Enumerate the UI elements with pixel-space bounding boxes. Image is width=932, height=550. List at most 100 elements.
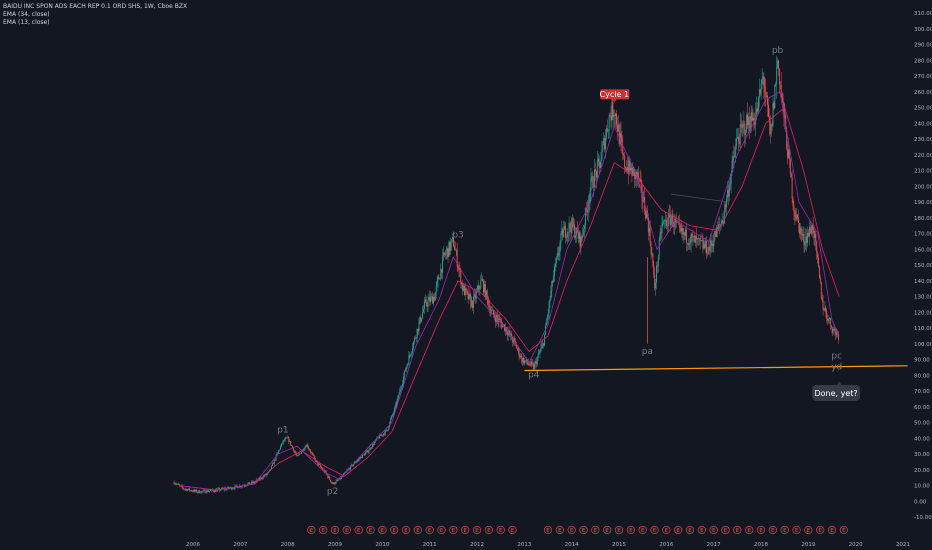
candle-body [250, 483, 251, 485]
candle-body [294, 451, 296, 454]
earnings-event-marker [780, 525, 789, 535]
candle-body [214, 489, 216, 492]
earnings-event-label: E [700, 528, 703, 534]
candle-body [739, 124, 741, 145]
candle-body [433, 297, 435, 301]
candle-body [213, 491, 215, 492]
candle-body [762, 76, 764, 81]
candle-body [645, 211, 647, 219]
candle-body [382, 434, 383, 436]
candle-body [336, 479, 338, 481]
candle-body [237, 486, 239, 488]
candle-body [463, 285, 465, 296]
candle-body [245, 485, 247, 487]
candle-body [666, 225, 668, 227]
cycle-tag-pointer [611, 99, 617, 103]
candle-body [240, 486, 242, 487]
candle-body [217, 488, 219, 490]
time-tick-label: 2021 [896, 542, 910, 548]
candle-body [292, 447, 294, 451]
candle-body [636, 172, 638, 178]
candle-body [787, 148, 789, 159]
earnings-event-label: E [464, 528, 467, 534]
candle-body [804, 244, 806, 246]
candle-body [448, 241, 450, 257]
candle-body [605, 128, 607, 138]
candle-body [309, 449, 311, 451]
candle-body [220, 489, 221, 491]
candle-body [806, 236, 808, 243]
candle-body [605, 137, 606, 150]
candle-body [197, 492, 199, 493]
candle-body [466, 290, 468, 292]
candle-body [731, 160, 733, 173]
candle-body [335, 480, 337, 484]
candle-body [639, 178, 641, 180]
candle-body [768, 104, 769, 117]
earnings-event-label: E [606, 528, 609, 534]
candle-body [792, 198, 794, 207]
candle-body [425, 299, 427, 305]
earnings-event-label: E [428, 528, 431, 534]
candle-body [382, 433, 384, 436]
candle-body [687, 243, 688, 244]
candle-body [501, 322, 503, 328]
symbol-title[interactable]: BAIDU INC SPON ADS EACH REP 0.1 ORD SHS,… [3, 3, 188, 10]
candle-body [404, 370, 406, 372]
candle-body [711, 243, 713, 246]
candle-body [574, 224, 576, 238]
earnings-event-marker [378, 525, 387, 535]
candle-body [524, 360, 525, 364]
earnings-event-label: E [641, 528, 644, 534]
candle-body [324, 471, 326, 473]
candle-body [687, 243, 689, 246]
candle-body [697, 238, 699, 239]
candle-body [443, 252, 445, 255]
candle-body [573, 224, 575, 227]
candle-body [472, 300, 474, 309]
earnings-event-marker [307, 525, 316, 535]
candle-body [432, 295, 434, 304]
ema13-line [178, 91, 840, 491]
candle-body [830, 325, 832, 329]
candle-body [733, 156, 735, 158]
candle-body [281, 443, 282, 447]
candle-body [233, 488, 235, 489]
candle-body [453, 237, 454, 247]
candle-body [456, 250, 458, 267]
candle-body [776, 67, 778, 85]
candle-body [247, 483, 249, 486]
candle-body [291, 445, 293, 448]
candle-body [720, 223, 722, 225]
candle-body [271, 463, 273, 466]
candle-body [528, 364, 530, 366]
candle-body [629, 159, 631, 171]
candle-body [686, 229, 687, 244]
earnings-event-label: E [795, 528, 798, 534]
ema13-label[interactable]: EMA (13, close) [3, 19, 50, 26]
earnings-event-marker [709, 525, 718, 535]
ema34-label[interactable]: EMA (34, close) [3, 11, 50, 18]
candle-body [517, 348, 519, 350]
candle-body [357, 459, 359, 462]
candle-body [177, 483, 179, 485]
earnings-event-label: E [440, 528, 443, 534]
candle-body [534, 363, 535, 370]
candle-body [705, 240, 707, 248]
candle-body [707, 253, 708, 255]
candle-body [457, 266, 459, 269]
candle-body [507, 332, 509, 336]
candle-body [387, 429, 389, 431]
candle-body [568, 223, 570, 233]
candle-body [333, 482, 335, 484]
earnings-event-label: E [748, 528, 751, 534]
callout-label: Done, yet? [815, 389, 858, 398]
candle-body [560, 233, 562, 244]
candle-body [780, 85, 782, 94]
candle-body [262, 476, 264, 479]
candle-body [323, 469, 325, 473]
candle-body [530, 361, 532, 366]
candle-body [759, 89, 761, 94]
candle-body [204, 490, 206, 493]
